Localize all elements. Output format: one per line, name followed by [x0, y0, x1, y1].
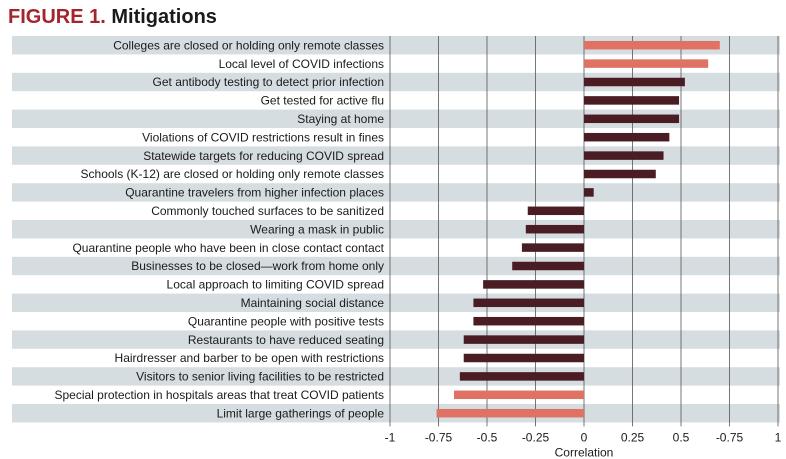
bar: [584, 114, 680, 124]
row-stripe: [12, 256, 780, 276]
bar: [463, 353, 584, 363]
bar: [584, 40, 720, 50]
category-label: Wearing a mask in public: [250, 222, 384, 236]
figure-heading: Mitigations: [111, 6, 217, 28]
category-labels: Colleges are closed or holding only remo…: [54, 38, 384, 420]
bar: [454, 390, 584, 400]
category-label: Schools (K-12) are closed or holding onl…: [81, 167, 384, 181]
bar: [521, 243, 584, 252]
row-stripe: [12, 183, 780, 202]
category-label: Local approach to limiting COVID spread: [167, 278, 384, 292]
x-tick-label: -1: [385, 430, 396, 444]
x-tick-label: 0.5: [673, 430, 690, 444]
x-tick-label: 0: [581, 430, 588, 444]
x-tick-label: -0.5: [477, 430, 498, 444]
bar: [473, 316, 584, 326]
category-label: Get antibody testing to detect prior inf…: [153, 75, 384, 89]
figure-label: FIGURE 1.: [8, 6, 106, 28]
row-stripes: [12, 36, 780, 423]
row-stripe: [12, 330, 780, 349]
row-stripe: [12, 109, 780, 128]
bar: [483, 280, 584, 289]
bar: [584, 169, 656, 179]
category-label: Violations of COVID restrictions result …: [142, 130, 384, 144]
row-stripe: [12, 404, 780, 423]
x-tick-label: 0.25: [621, 430, 645, 444]
bar: [527, 206, 584, 216]
row-stripe: [12, 293, 780, 312]
bar: [584, 77, 685, 87]
category-label: Special protection in hospitals areas th…: [54, 388, 384, 402]
bar: [512, 261, 584, 271]
category-label: Staying at home: [297, 112, 384, 126]
row-stripe: [12, 220, 780, 239]
bar: [473, 298, 584, 308]
category-label: Local level of COVID infections: [219, 57, 384, 71]
bar: [584, 151, 664, 160]
x-tick-labels: -1 -0.75 -0.5 -0.25 0 0.25 0.5 -0.75 1: [385, 430, 782, 444]
category-label: Businesses to be closed—work from home o…: [131, 259, 384, 273]
bar: [584, 132, 670, 142]
category-label: Quarantine people with positive tests: [188, 314, 384, 328]
row-stripe: [12, 146, 780, 165]
category-label: Restaurants to have reduced seating: [188, 333, 384, 347]
bars: [436, 40, 720, 418]
category-label: Hairdresser and barber to be open with r…: [115, 351, 384, 365]
category-label: Commonly touched surfaces to be sanitize…: [151, 204, 384, 218]
category-label: Quarantine travelers from higher infecti…: [125, 186, 384, 200]
row-stripe: [12, 367, 780, 386]
figure-title: FIGURE 1. Mitigations: [8, 6, 217, 29]
x-tick-label: -0.25: [522, 430, 550, 444]
category-label: Limit large gatherings of people: [217, 406, 385, 420]
category-label: Visitors to senior living facilities to …: [136, 370, 384, 384]
x-tick-label: 1: [775, 430, 782, 444]
category-label: Get tested for active flu: [261, 94, 384, 108]
bar: [584, 96, 680, 105]
row-stripe: [12, 36, 780, 55]
bar: [463, 335, 584, 344]
bar: [436, 408, 584, 418]
category-label: Colleges are closed or holding only remo…: [113, 38, 384, 52]
category-label: Statewide targets for reducing COVID spr…: [143, 149, 384, 163]
bar: [584, 188, 594, 197]
category-label: Quarantine people who have been in close…: [72, 241, 384, 255]
bar: [459, 372, 584, 381]
x-tick-label: -0.75: [425, 430, 453, 444]
row-stripe: [12, 72, 780, 92]
bar: [584, 59, 709, 68]
bar: [525, 224, 584, 234]
x-axis-title: Correlation: [555, 445, 614, 459]
category-label: Maintaining social distance: [241, 296, 385, 310]
x-tick-label: -0.75: [716, 430, 744, 444]
